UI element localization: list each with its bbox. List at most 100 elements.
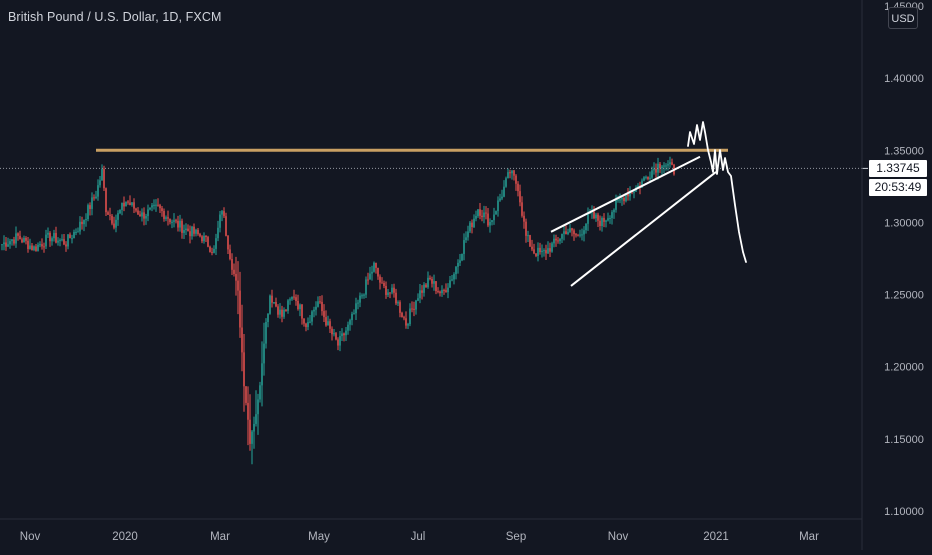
candle-body — [577, 235, 579, 237]
projection-drawing[interactable] — [687, 121, 747, 263]
candle-body — [21, 239, 23, 243]
candle-body — [321, 301, 323, 312]
candle-body — [571, 228, 573, 231]
candle-body — [581, 234, 583, 236]
candle-body — [487, 213, 489, 226]
candle-body — [415, 300, 417, 310]
candle-body — [257, 399, 259, 415]
currency-badge[interactable]: USD — [888, 7, 918, 29]
candle-body — [15, 233, 17, 244]
x-tick-label: May — [308, 531, 330, 543]
x-tick-label: 2020 — [112, 531, 138, 543]
candle-body — [505, 178, 507, 187]
candle-body — [629, 191, 631, 197]
candle-body — [77, 231, 79, 233]
candle-body — [125, 201, 127, 207]
candle-body — [637, 185, 639, 188]
candle-body — [485, 212, 487, 214]
candle-body — [515, 175, 517, 184]
candle-body — [127, 201, 129, 203]
candle-body — [493, 214, 495, 221]
candle-body — [269, 295, 271, 314]
candle-body — [295, 297, 297, 302]
candle-body — [337, 339, 339, 346]
candle-body — [425, 284, 427, 288]
candle-body — [617, 199, 619, 201]
candle-body — [167, 217, 169, 219]
candle-body — [13, 239, 15, 244]
candle-body — [195, 229, 197, 234]
candle-body — [225, 216, 227, 236]
candle-body — [511, 170, 513, 174]
candle-body — [461, 253, 463, 261]
candle-body — [43, 246, 45, 248]
candle-body — [479, 209, 481, 216]
channel-lower-line[interactable] — [570, 171, 717, 287]
candle-body — [421, 290, 423, 293]
candle-body — [621, 197, 623, 200]
candle-body — [647, 176, 649, 180]
candle-body — [433, 281, 435, 284]
candle-body — [121, 202, 123, 210]
candle-body — [311, 311, 313, 322]
candle-body — [157, 204, 159, 206]
candle-body — [145, 216, 147, 219]
candle-body — [399, 302, 401, 313]
candle-body — [507, 172, 509, 179]
candle-body — [103, 168, 105, 189]
candle-body — [667, 164, 669, 166]
candle-body — [97, 185, 99, 197]
candle-body — [453, 274, 455, 280]
candle-body — [533, 249, 535, 254]
candle-body — [303, 318, 305, 324]
candle-body — [373, 262, 375, 272]
candle-body — [165, 217, 167, 219]
candle-body — [181, 220, 183, 233]
candle-body — [633, 191, 635, 193]
candle-body — [489, 222, 491, 226]
candle-body — [233, 269, 235, 274]
candle-body — [521, 202, 523, 216]
candle-body — [135, 208, 137, 211]
candle-body — [537, 247, 539, 256]
candle-body — [209, 246, 211, 252]
x-tick-label: Mar — [210, 531, 230, 543]
candle-body — [9, 241, 11, 245]
candle-body — [643, 177, 645, 181]
candle-body — [89, 205, 91, 209]
candle-body — [349, 320, 351, 325]
candle-body — [567, 232, 569, 234]
candle-body — [413, 308, 415, 310]
channel-upper-line[interactable] — [550, 155, 701, 233]
candle-body — [569, 228, 571, 233]
candle-body — [255, 414, 257, 424]
candle-body — [3, 242, 5, 245]
candle-body — [471, 222, 473, 227]
candle-body — [207, 237, 209, 247]
candle-body — [405, 318, 407, 326]
candle-body — [47, 232, 49, 235]
candle-body — [281, 309, 283, 317]
chart-title: British Pound / U.S. Dollar, 1D, FXCM — [8, 10, 222, 24]
candle-body — [7, 244, 9, 247]
candle-body — [661, 166, 663, 169]
candle-body — [171, 221, 173, 223]
bar-countdown-label: 20:53:49 — [869, 179, 927, 196]
candle-body — [49, 232, 51, 242]
candle-body — [251, 431, 253, 444]
candle-body — [645, 176, 647, 178]
candle-body — [5, 242, 7, 247]
candle-body — [37, 244, 39, 251]
candle-body — [219, 214, 221, 228]
candle-body — [531, 246, 533, 250]
candle-body — [659, 163, 661, 169]
y-tick-label: 1.40000 — [884, 73, 924, 85]
candle-body — [393, 287, 395, 293]
candle-body — [613, 209, 615, 213]
candle-body — [541, 250, 543, 253]
candle-body — [45, 234, 47, 247]
candle-body — [557, 240, 559, 242]
candle-body — [377, 267, 379, 277]
